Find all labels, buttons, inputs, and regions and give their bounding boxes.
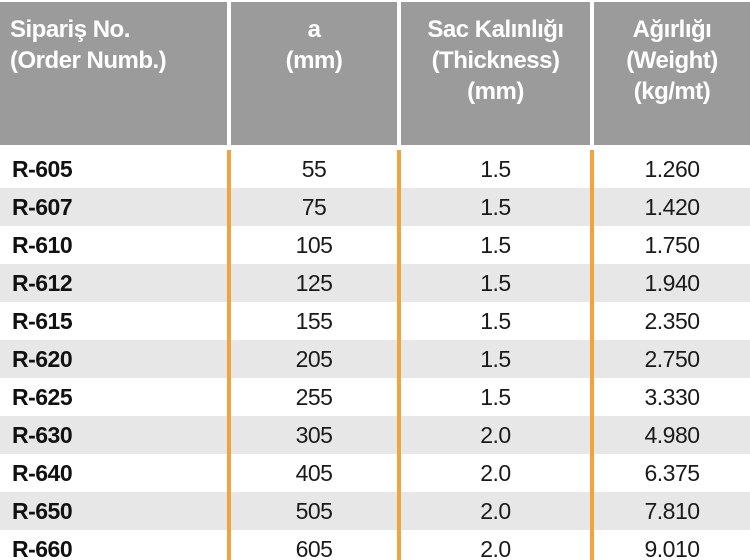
weight-cell: 1.260 bbox=[590, 147, 750, 188]
header-line: (Weight) bbox=[626, 47, 718, 74]
weight-cell: 1.940 bbox=[590, 264, 750, 302]
thickness-cell: 2.0 bbox=[397, 454, 592, 492]
table-header: Sipariş No. (Order Numb.) a (mm) Sac Kal… bbox=[0, 2, 750, 150]
thickness-cell: 2.0 bbox=[397, 530, 592, 560]
order-number-cell: R-620 bbox=[12, 345, 73, 372]
header-line: Sipariş No. bbox=[10, 16, 130, 43]
header-line: (Thickness) bbox=[431, 47, 560, 74]
order-number-cell: R-615 bbox=[12, 307, 73, 334]
table-body: R-605 55 1.5 1.260 R-607 75 1.5 1.420 R-… bbox=[0, 147, 750, 560]
thickness-cell: 1.5 bbox=[397, 188, 592, 226]
header-row: Sipariş No. (Order Numb.) a (mm) Sac Kal… bbox=[0, 2, 750, 150]
weight-cell: 9.010 bbox=[590, 530, 750, 560]
weight-cell: 1.750 bbox=[590, 226, 750, 264]
header-line: (kg/mt) bbox=[633, 78, 711, 105]
table-row: R-605 55 1.5 1.260 bbox=[0, 147, 750, 188]
a-mm-cell: 605 bbox=[227, 530, 399, 560]
table-row: R-640 405 2.0 6.375 bbox=[0, 454, 750, 492]
col-header-weight: Ağırlığı (Weight) (kg/mt) bbox=[590, 2, 750, 150]
table-row: R-615 155 1.5 2.350 bbox=[0, 302, 750, 340]
a-mm-cell: 205 bbox=[227, 340, 399, 378]
order-number-cell: R-610 bbox=[12, 231, 73, 258]
thickness-cell: 1.5 bbox=[397, 340, 592, 378]
order-number-cell: R-650 bbox=[12, 497, 73, 524]
col-header-thickness: Sac Kalınlığı (Thickness) (mm) bbox=[397, 2, 592, 150]
weight-cell: 7.810 bbox=[590, 492, 750, 530]
thickness-cell: 1.5 bbox=[397, 264, 592, 302]
order-number-cell: R-612 bbox=[12, 269, 73, 296]
table-row: R-607 75 1.5 1.420 bbox=[0, 188, 750, 226]
weight-cell: 4.980 bbox=[590, 416, 750, 454]
header-line: Sac Kalınlığı bbox=[427, 16, 564, 43]
table-row: R-650 505 2.0 7.810 bbox=[0, 492, 750, 530]
a-mm-cell: 125 bbox=[227, 264, 399, 302]
col-header-a-mm: a (mm) bbox=[227, 2, 399, 150]
thickness-cell: 2.0 bbox=[397, 416, 592, 454]
a-mm-cell: 505 bbox=[227, 492, 399, 530]
a-mm-cell: 55 bbox=[227, 147, 399, 188]
order-number-cell: R-605 bbox=[12, 155, 73, 182]
header-line: (mm) bbox=[285, 47, 343, 74]
a-mm-cell: 255 bbox=[227, 378, 399, 416]
table-row: R-630 305 2.0 4.980 bbox=[0, 416, 750, 454]
thickness-cell: 1.5 bbox=[397, 378, 592, 416]
order-number-cell: R-630 bbox=[12, 421, 73, 448]
a-mm-cell: 305 bbox=[227, 416, 399, 454]
thickness-cell: 1.5 bbox=[397, 302, 592, 340]
header-line: (Order Numb.) bbox=[10, 47, 167, 74]
a-mm-cell: 155 bbox=[227, 302, 399, 340]
header-line: (mm) bbox=[467, 78, 524, 105]
weight-cell: 2.350 bbox=[590, 302, 750, 340]
table-row: R-612 125 1.5 1.940 bbox=[0, 264, 750, 302]
col-header-order-number: Sipariş No. (Order Numb.) bbox=[0, 2, 229, 150]
weight-cell: 3.330 bbox=[590, 378, 750, 416]
order-number-cell: R-625 bbox=[12, 383, 73, 410]
thickness-cell: 1.5 bbox=[397, 226, 592, 264]
header-line: Ağırlığı bbox=[632, 16, 712, 43]
table-row: R-625 255 1.5 3.330 bbox=[0, 378, 750, 416]
order-number-cell: R-640 bbox=[12, 459, 73, 486]
a-mm-cell: 105 bbox=[227, 226, 399, 264]
header-line: a bbox=[307, 16, 321, 43]
thickness-cell: 1.5 bbox=[397, 147, 592, 188]
table-row: R-610 105 1.5 1.750 bbox=[0, 226, 750, 264]
weight-cell: 6.375 bbox=[590, 454, 750, 492]
table-row: R-660 605 2.0 9.010 bbox=[0, 530, 750, 560]
weight-cell: 2.750 bbox=[590, 340, 750, 378]
a-mm-cell: 75 bbox=[227, 188, 399, 226]
weight-cell: 1.420 bbox=[590, 188, 750, 226]
thickness-cell: 2.0 bbox=[397, 492, 592, 530]
a-mm-cell: 405 bbox=[227, 454, 399, 492]
order-number-cell: R-660 bbox=[12, 535, 73, 560]
table-row: R-620 205 1.5 2.750 bbox=[0, 340, 750, 378]
order-number-cell: R-607 bbox=[12, 193, 73, 220]
